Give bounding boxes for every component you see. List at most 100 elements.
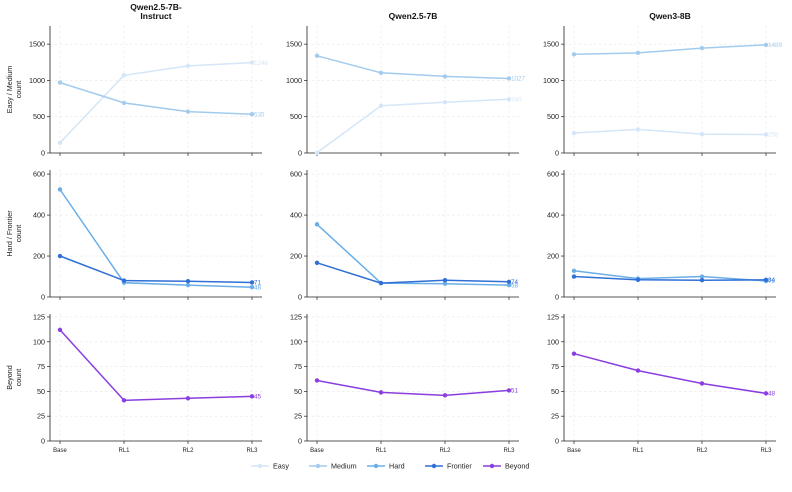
data-point xyxy=(185,109,191,114)
legend-item-beyond: Beyond xyxy=(483,462,529,471)
data-point xyxy=(57,327,63,333)
y-tick-label: 100 xyxy=(290,337,302,346)
end-value-label: 58 xyxy=(511,282,519,289)
y-tick-label: 50 xyxy=(37,387,45,396)
panel-r2-c1: 0 25 50 75 100 125 Base RL1 RL2 RL3 51 xyxy=(290,312,519,454)
series-line xyxy=(59,255,253,284)
series-easy: 740 xyxy=(314,96,522,155)
data-point xyxy=(571,274,577,279)
legend-label: Easy xyxy=(273,462,289,471)
panel-r2-c0: 0 25 50 75 100 125 Base RL1 RL2 RL3 45 xyxy=(33,312,262,454)
end-value-label: 74 xyxy=(511,279,519,286)
series-line xyxy=(573,352,767,395)
y-tick-label: 1500 xyxy=(29,40,45,49)
legend-item-easy: Easy xyxy=(251,462,289,471)
y-tick-label: 400 xyxy=(290,211,302,220)
y-tick-label: 25 xyxy=(37,412,45,421)
data-point xyxy=(314,150,320,155)
y-tick-label: 400 xyxy=(547,211,559,220)
data-point xyxy=(185,396,191,401)
data-point xyxy=(763,277,769,282)
end-value-label: 45 xyxy=(254,394,262,401)
legend-item-hard: Hard xyxy=(367,462,405,471)
legend-label: Medium xyxy=(331,462,357,471)
y-tick-label: 75 xyxy=(551,362,559,371)
series-medium: 1489 xyxy=(571,42,783,57)
series-beyond: 51 xyxy=(314,378,519,398)
series-medium: 535 xyxy=(57,80,265,118)
y-tick-label: 125 xyxy=(290,312,302,321)
data-point xyxy=(442,74,448,79)
end-value-label: 84 xyxy=(768,277,776,284)
x-tick-label: RL1 xyxy=(632,448,644,454)
y-tick-label: 1000 xyxy=(543,76,559,85)
data-point xyxy=(57,80,63,85)
x-tick-label: RL3 xyxy=(503,448,515,454)
data-point xyxy=(185,279,191,284)
data-point xyxy=(506,279,512,285)
y-tick-label: 100 xyxy=(547,337,559,346)
data-point xyxy=(249,394,255,399)
y-tick-label: 0 xyxy=(555,293,559,302)
y-tick-label: 1000 xyxy=(29,76,45,85)
y-tick-label: 125 xyxy=(33,312,45,321)
y-tick-label: 0 xyxy=(41,437,45,446)
row-label-0-line-0: Easy / Medium xyxy=(5,66,14,114)
y-tick-label: 25 xyxy=(551,412,559,421)
panels: 0500100015001246535050010001500740102705… xyxy=(29,26,783,454)
end-value-label: 51 xyxy=(511,388,519,395)
data-point xyxy=(314,260,320,265)
data-point xyxy=(121,398,127,403)
x-tick-label: RL1 xyxy=(375,448,387,454)
series-line xyxy=(316,379,510,397)
data-point xyxy=(571,268,577,273)
end-value-label: 48 xyxy=(768,391,776,398)
y-tick-label: 100 xyxy=(33,337,45,346)
data-point xyxy=(506,76,512,81)
y-tick-label: 0 xyxy=(298,149,302,158)
column-title-0-line-1: Instruct xyxy=(140,11,171,21)
panel-r2-c2: 0 25 50 75 100 125 Base RL1 RL2 RL3 48 xyxy=(547,312,776,454)
data-point xyxy=(763,132,769,137)
x-tick-label: Base xyxy=(567,448,581,454)
y-tick-label: 1000 xyxy=(286,76,302,85)
x-tick-label: RL3 xyxy=(246,448,258,454)
series-line xyxy=(573,128,767,136)
y-tick-label: 200 xyxy=(547,252,559,261)
end-value-label: 1246 xyxy=(254,60,269,67)
series-beyond: 48 xyxy=(571,351,776,398)
legend-label: Beyond xyxy=(505,462,529,471)
y-tick-label: 125 xyxy=(547,312,559,321)
data-point xyxy=(635,368,641,373)
legend-item-frontier: Frontier xyxy=(425,462,472,471)
data-point xyxy=(185,63,191,69)
x-tick-label: RL3 xyxy=(760,448,772,454)
data-point xyxy=(378,70,384,76)
series-line xyxy=(573,270,767,282)
y-tick-label: 600 xyxy=(547,170,559,179)
data-point xyxy=(249,284,255,290)
data-point xyxy=(249,111,255,117)
series-line xyxy=(573,44,767,56)
legend: Easy Medium Hard Frontier Beyond xyxy=(251,462,529,471)
y-tick-label: 0 xyxy=(555,437,559,446)
y-tick-label: 600 xyxy=(290,170,302,179)
series-line xyxy=(316,262,510,284)
series-hard: 48 xyxy=(57,187,262,291)
panel-r0-c0: 0 500 1000 1500 1246 535 xyxy=(29,26,269,158)
data-point xyxy=(442,100,448,105)
data-point xyxy=(314,53,320,58)
data-point xyxy=(121,278,127,283)
x-tick-label: Base xyxy=(310,448,324,454)
series-hard: 78 xyxy=(571,268,776,285)
data-point xyxy=(506,282,512,288)
y-tick-label: 200 xyxy=(290,252,302,261)
column-title-0-line-0: Qwen2.5-7B- xyxy=(130,2,182,12)
x-tick-label: RL2 xyxy=(439,448,451,454)
row-label-0: Easy / Medium count xyxy=(5,66,23,114)
x-tick-label: Base xyxy=(53,448,67,454)
